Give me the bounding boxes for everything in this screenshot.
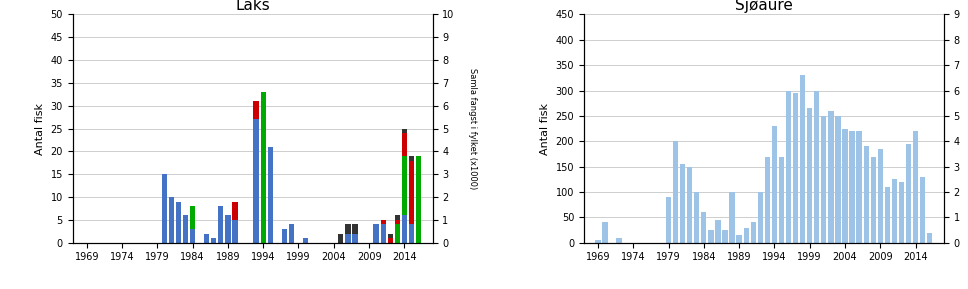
Bar: [395, 225, 400, 243]
Bar: [346, 234, 350, 243]
Bar: [183, 215, 188, 243]
Bar: [899, 182, 904, 243]
Bar: [771, 126, 777, 243]
Bar: [218, 206, 224, 243]
Y-axis label: Samla fangst i fylket (x1000): Samla fangst i fylket (x1000): [469, 68, 477, 189]
Bar: [913, 131, 919, 243]
Bar: [927, 233, 932, 243]
Bar: [793, 93, 799, 243]
Bar: [602, 223, 608, 243]
Bar: [857, 131, 862, 243]
Bar: [779, 157, 784, 243]
Bar: [842, 129, 848, 243]
Bar: [211, 238, 217, 243]
Bar: [260, 92, 266, 243]
Bar: [743, 227, 749, 243]
Bar: [352, 225, 357, 234]
Bar: [303, 238, 308, 243]
Bar: [267, 147, 273, 243]
Bar: [402, 156, 407, 215]
Bar: [617, 238, 621, 243]
Bar: [387, 234, 393, 238]
Bar: [722, 230, 728, 243]
Bar: [680, 164, 685, 243]
Bar: [190, 229, 196, 243]
Bar: [758, 192, 763, 243]
Bar: [338, 234, 344, 243]
Bar: [282, 229, 287, 243]
Bar: [730, 192, 735, 243]
Bar: [408, 161, 414, 225]
Bar: [694, 192, 700, 243]
Bar: [387, 238, 393, 243]
Bar: [849, 131, 855, 243]
Bar: [892, 179, 897, 243]
Bar: [408, 156, 414, 161]
Bar: [380, 225, 386, 243]
Bar: [835, 116, 840, 243]
Bar: [800, 75, 805, 243]
Bar: [750, 223, 756, 243]
Bar: [701, 212, 707, 243]
Title: Laks: Laks: [235, 0, 270, 13]
Bar: [595, 240, 600, 243]
Bar: [402, 215, 407, 243]
Bar: [402, 133, 407, 156]
Bar: [870, 157, 876, 243]
Bar: [906, 144, 911, 243]
Bar: [416, 156, 421, 243]
Title: Sjøaure: Sjøaure: [735, 0, 793, 13]
Bar: [666, 197, 671, 243]
Bar: [162, 174, 167, 243]
Bar: [829, 111, 833, 243]
Bar: [232, 202, 237, 220]
Bar: [204, 234, 209, 243]
Bar: [168, 197, 174, 243]
Bar: [715, 220, 720, 243]
Bar: [254, 119, 258, 243]
Bar: [878, 149, 883, 243]
Y-axis label: Antal fisk: Antal fisk: [540, 103, 550, 155]
Bar: [737, 235, 741, 243]
Y-axis label: Antal fisk: Antal fisk: [35, 103, 45, 155]
Bar: [765, 157, 770, 243]
Bar: [709, 230, 713, 243]
Bar: [814, 90, 819, 243]
Bar: [352, 234, 357, 243]
Bar: [885, 187, 890, 243]
Bar: [821, 116, 827, 243]
Bar: [190, 206, 196, 229]
Bar: [380, 220, 386, 225]
Bar: [687, 167, 692, 243]
Bar: [395, 220, 400, 225]
Bar: [673, 141, 679, 243]
Bar: [395, 215, 400, 220]
Bar: [402, 129, 407, 133]
Bar: [786, 90, 791, 243]
Bar: [807, 108, 812, 243]
Bar: [176, 202, 181, 243]
Bar: [226, 215, 230, 243]
Bar: [232, 220, 237, 243]
Bar: [346, 225, 350, 234]
Bar: [288, 225, 294, 243]
Bar: [408, 225, 414, 243]
Bar: [374, 225, 378, 243]
Bar: [920, 177, 925, 243]
Bar: [254, 101, 258, 119]
Bar: [863, 146, 869, 243]
